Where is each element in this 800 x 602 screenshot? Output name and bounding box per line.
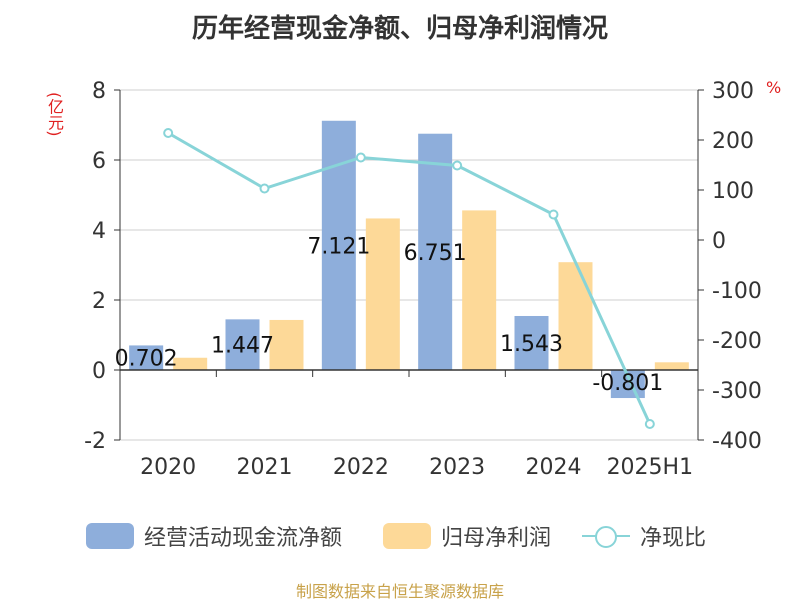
right-tick-label: 200	[712, 129, 754, 154]
legend-swatch-bar1	[86, 523, 134, 549]
category-label: 2021	[237, 455, 293, 480]
bar-net-profit	[462, 210, 497, 370]
left-tick-label: -2	[84, 429, 106, 454]
bar-net-profit	[173, 357, 208, 370]
right-tick-label: -300	[712, 379, 762, 404]
bar-data-label: 6.751	[404, 241, 467, 266]
left-tick-label: 8	[92, 79, 106, 104]
right-axis-unit: %	[766, 78, 782, 97]
right-tick-label: -400	[712, 429, 762, 454]
left-tick-label: 4	[92, 219, 106, 244]
chart-title: 历年经营现金净额、归母净利润情况	[191, 14, 608, 44]
category-label: 2022	[333, 455, 389, 480]
bar-data-label: 1.543	[500, 332, 563, 357]
right-tick-label: 300	[712, 79, 754, 104]
legend-label: 归母净利润	[441, 526, 552, 551]
net-cash-ratio-line	[163, 128, 655, 429]
legend-label: 经营活动现金流净额	[144, 526, 343, 551]
legend-item-net-cash-ratio[interactable]: 净现比	[582, 516, 706, 556]
axes: -2 0 2 4 6 8 -400 -300 -200 -100 0 100 200 300 2020 202…	[84, 79, 762, 480]
bar-net-profit	[269, 319, 304, 370]
ratio-point	[548, 209, 559, 220]
source-note: 制图数据来自恒生聚源数据库	[295, 582, 504, 601]
bar-operating-cashflow	[418, 133, 453, 370]
right-tick-label: -100	[712, 279, 762, 304]
right-tick-label: 100	[712, 179, 754, 204]
category-label: 2023	[429, 455, 485, 480]
bar-data-label: -0.801	[592, 371, 663, 396]
data-labels: 0.702 1.447 7.121 6.751 1.543 -0.801	[115, 234, 664, 396]
bar-net-profit	[654, 362, 689, 370]
legend: 经营活动现金流净额 归母净利润 净现比	[0, 516, 800, 556]
ratio-point	[355, 152, 366, 163]
legend-item-operating-cashflow[interactable]: 经营活动现金流净额	[86, 516, 342, 556]
left-tick-label: 2	[92, 289, 106, 314]
bar-operating-cashflow	[514, 315, 549, 370]
bar-data-label: 0.702	[115, 347, 178, 372]
category-label: 2020	[140, 455, 196, 480]
ratio-point	[452, 160, 463, 171]
bar-operating-cashflow	[225, 319, 260, 370]
bars	[129, 120, 689, 399]
left-axis-unit: (亿元)	[45, 92, 64, 137]
left-tick-label: 6	[92, 149, 106, 174]
ratio-point	[259, 183, 270, 194]
legend-label: 净现比	[640, 526, 707, 551]
category-label: 2025H1	[607, 455, 694, 480]
right-tick-label: 0	[712, 229, 726, 254]
left-tick-label: 0	[92, 359, 106, 384]
ratio-line-path	[167, 131, 652, 425]
bar-net-profit	[558, 262, 593, 370]
right-tick-label: -200	[712, 329, 762, 354]
bar-data-label: 7.121	[307, 234, 370, 259]
legend-swatch-bar2	[383, 523, 431, 549]
bar-operating-cashflow	[129, 345, 164, 370]
legend-line-marker-icon	[582, 523, 630, 549]
legend-item-net-profit[interactable]: 归母净利润	[383, 516, 551, 556]
bar-data-label: 1.447	[211, 334, 274, 359]
bar-net-profit	[365, 218, 400, 370]
ratio-point	[163, 128, 174, 138]
category-label: 2024	[526, 455, 582, 480]
ratio-point	[644, 419, 655, 429]
